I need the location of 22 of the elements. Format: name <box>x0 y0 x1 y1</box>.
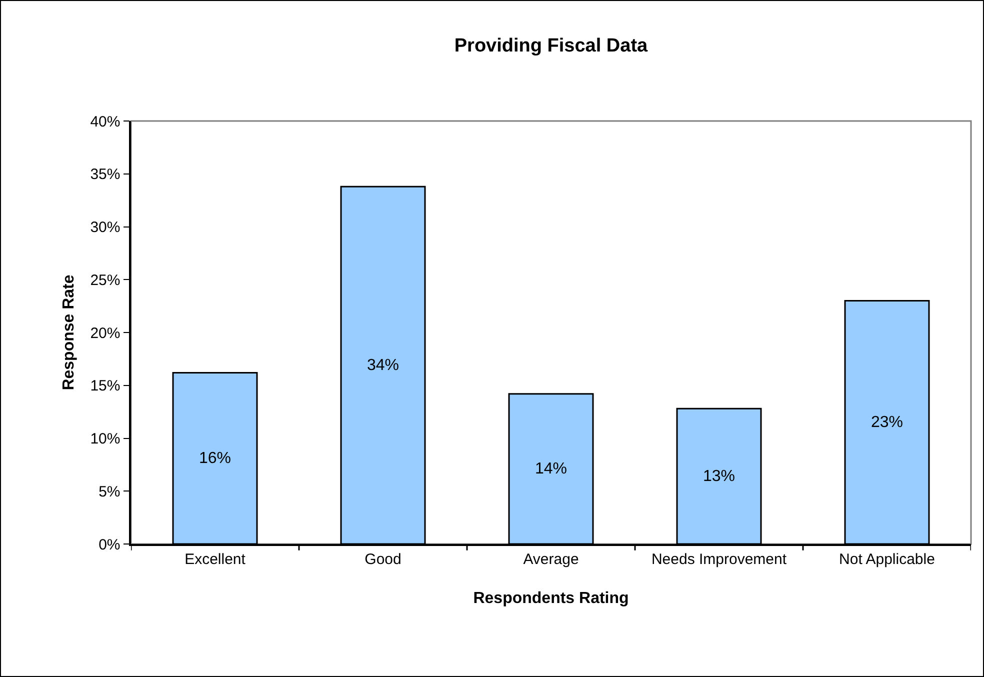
y-tick-label: 40% <box>90 113 120 130</box>
data-label: 13% <box>702 468 736 485</box>
x-tick-label: Excellent <box>184 550 246 568</box>
data-label: 14% <box>534 460 568 478</box>
x-tick-label: Good <box>364 550 402 568</box>
x-tick-label: Not Applicable <box>839 550 935 568</box>
data-label: 34% <box>366 356 400 374</box>
y-tick-label: 5% <box>98 483 120 500</box>
x-axis-title: Respondents Rating <box>473 590 629 607</box>
data-label: 23% <box>870 414 904 431</box>
data-label: 16% <box>198 450 232 467</box>
y-tick-label: 10% <box>90 430 120 448</box>
chart-title: Providing Fiscal Data <box>454 36 648 57</box>
y-tick-label: 15% <box>90 378 120 395</box>
y-tick-label: 20% <box>90 324 120 342</box>
y-axis-title: Response Rate <box>60 274 78 390</box>
y-tick-label: 35% <box>90 166 120 184</box>
x-tick-label: Needs Improvement <box>651 550 788 568</box>
y-tick-label: 0% <box>98 536 120 554</box>
x-tick-label: Average <box>523 550 579 568</box>
y-tick-label: 25% <box>90 272 120 289</box>
y-tick-label: 30% <box>90 219 120 236</box>
